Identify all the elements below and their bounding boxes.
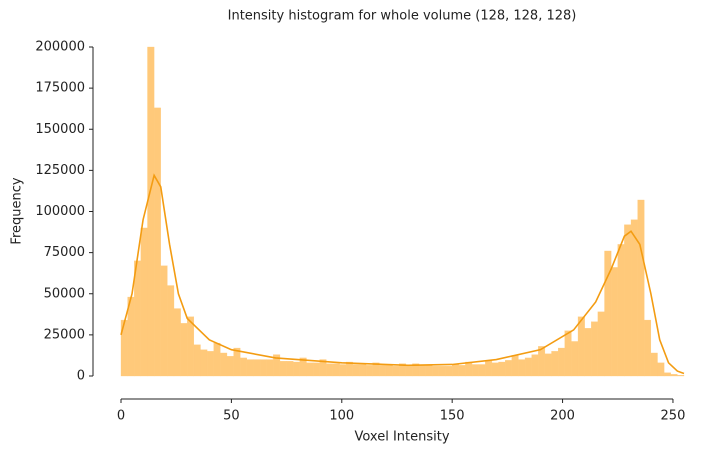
histogram-bar xyxy=(617,244,625,377)
histogram-bar xyxy=(564,330,572,377)
histogram-bar xyxy=(379,365,387,377)
histogram-bar xyxy=(140,227,148,377)
y-tick-label: 150000 xyxy=(35,122,85,137)
x-tick-label: 0 xyxy=(117,409,125,424)
histogram-bar xyxy=(544,353,552,377)
histogram-bar xyxy=(180,323,188,377)
histogram-bar xyxy=(392,365,400,377)
histogram-bar xyxy=(187,316,195,377)
histogram-bar xyxy=(531,354,539,377)
y-tick-label: 175000 xyxy=(35,81,85,96)
histogram-bar xyxy=(266,359,274,377)
histogram-bar xyxy=(511,355,519,377)
x-axis-label: Voxel Intensity xyxy=(354,430,449,445)
histogram-bar xyxy=(213,342,221,377)
histogram-bar xyxy=(551,351,559,377)
histogram-bar xyxy=(160,265,168,377)
histogram-bar xyxy=(359,364,367,377)
histogram-bar xyxy=(240,357,247,377)
histogram-bar xyxy=(637,199,645,377)
histogram-bar xyxy=(584,328,592,377)
histogram-bar xyxy=(253,359,261,377)
histogram-bar xyxy=(445,365,453,377)
histogram-bar xyxy=(478,364,486,377)
y-tick-label: 200000 xyxy=(35,40,85,55)
histogram-bar xyxy=(306,362,314,377)
histogram-bar xyxy=(365,365,373,377)
histogram-bar xyxy=(670,374,678,377)
y-tick-label: 25000 xyxy=(44,327,85,342)
histogram-bar xyxy=(312,362,320,377)
histogram-bar xyxy=(644,319,652,377)
histogram-bar xyxy=(206,351,214,377)
histogram-bar xyxy=(677,375,685,377)
histogram-bar xyxy=(524,357,532,377)
kde-line xyxy=(120,173,685,375)
histogram-bar xyxy=(577,316,585,377)
x-tick-label: 150 xyxy=(440,409,465,424)
histogram-bar xyxy=(538,346,546,377)
histogram-bar xyxy=(571,341,579,377)
histogram-bar xyxy=(425,365,433,377)
histogram-bar xyxy=(286,361,294,377)
histogram-bar xyxy=(134,260,142,377)
histogram-bar xyxy=(471,364,479,377)
histogram-bar xyxy=(624,224,632,377)
chart-title: Intensity histogram for whole volume (12… xyxy=(228,9,577,24)
y-axis-label: Frequency xyxy=(10,177,25,244)
histogram-bar xyxy=(346,361,353,377)
histogram-bar xyxy=(200,349,208,377)
histogram-bar xyxy=(352,364,360,377)
histogram-bar xyxy=(193,344,201,377)
histogram-bar xyxy=(657,362,665,377)
histogram-bar xyxy=(279,361,287,377)
histogram-bar xyxy=(597,311,605,377)
x-tick-label: 50 xyxy=(223,409,240,424)
histogram-bar xyxy=(505,360,512,377)
histogram-bar xyxy=(452,364,459,377)
histogram-bar xyxy=(418,365,426,377)
histogram-bar xyxy=(498,361,506,377)
x-tick-label: 200 xyxy=(550,409,575,424)
histogram-bar xyxy=(332,363,340,377)
histogram-bar xyxy=(226,356,234,377)
histogram-bar xyxy=(558,347,565,377)
y-tick-label: 0 xyxy=(77,369,85,384)
histogram-bar xyxy=(438,365,446,377)
y-tick-label: 50000 xyxy=(44,286,85,301)
histogram-bar xyxy=(246,359,254,377)
histogram-bar xyxy=(485,360,493,377)
histogram-bar xyxy=(326,363,334,377)
histogram-bar xyxy=(385,365,393,377)
y-tick-label: 100000 xyxy=(35,204,85,219)
histogram-bar xyxy=(259,359,267,377)
histogram-bar xyxy=(153,107,161,377)
histogram-bar xyxy=(630,219,638,377)
histogram-bar xyxy=(173,308,181,377)
histogram-bar xyxy=(518,359,526,377)
histogram-bar xyxy=(610,267,618,377)
histogram-bar xyxy=(220,352,228,377)
histogram-bar xyxy=(465,361,473,377)
y-tick-label: 75000 xyxy=(44,245,85,260)
histogram-bar xyxy=(167,285,175,377)
histogram-bar xyxy=(591,321,599,377)
histogram-bar xyxy=(233,347,241,377)
histogram-bar xyxy=(458,365,466,377)
x-tick-label: 100 xyxy=(329,409,354,424)
histogram-bar xyxy=(491,362,499,377)
y-tick-label: 125000 xyxy=(35,163,85,178)
histogram-bar xyxy=(147,46,155,377)
x-tick-label: 250 xyxy=(661,409,686,424)
histogram-bar xyxy=(650,352,658,377)
histogram-bar xyxy=(432,365,440,377)
histogram-bar xyxy=(293,361,300,377)
histogram-bar xyxy=(339,364,347,377)
histogram-bar xyxy=(405,365,413,377)
histogram-bar xyxy=(663,372,671,377)
